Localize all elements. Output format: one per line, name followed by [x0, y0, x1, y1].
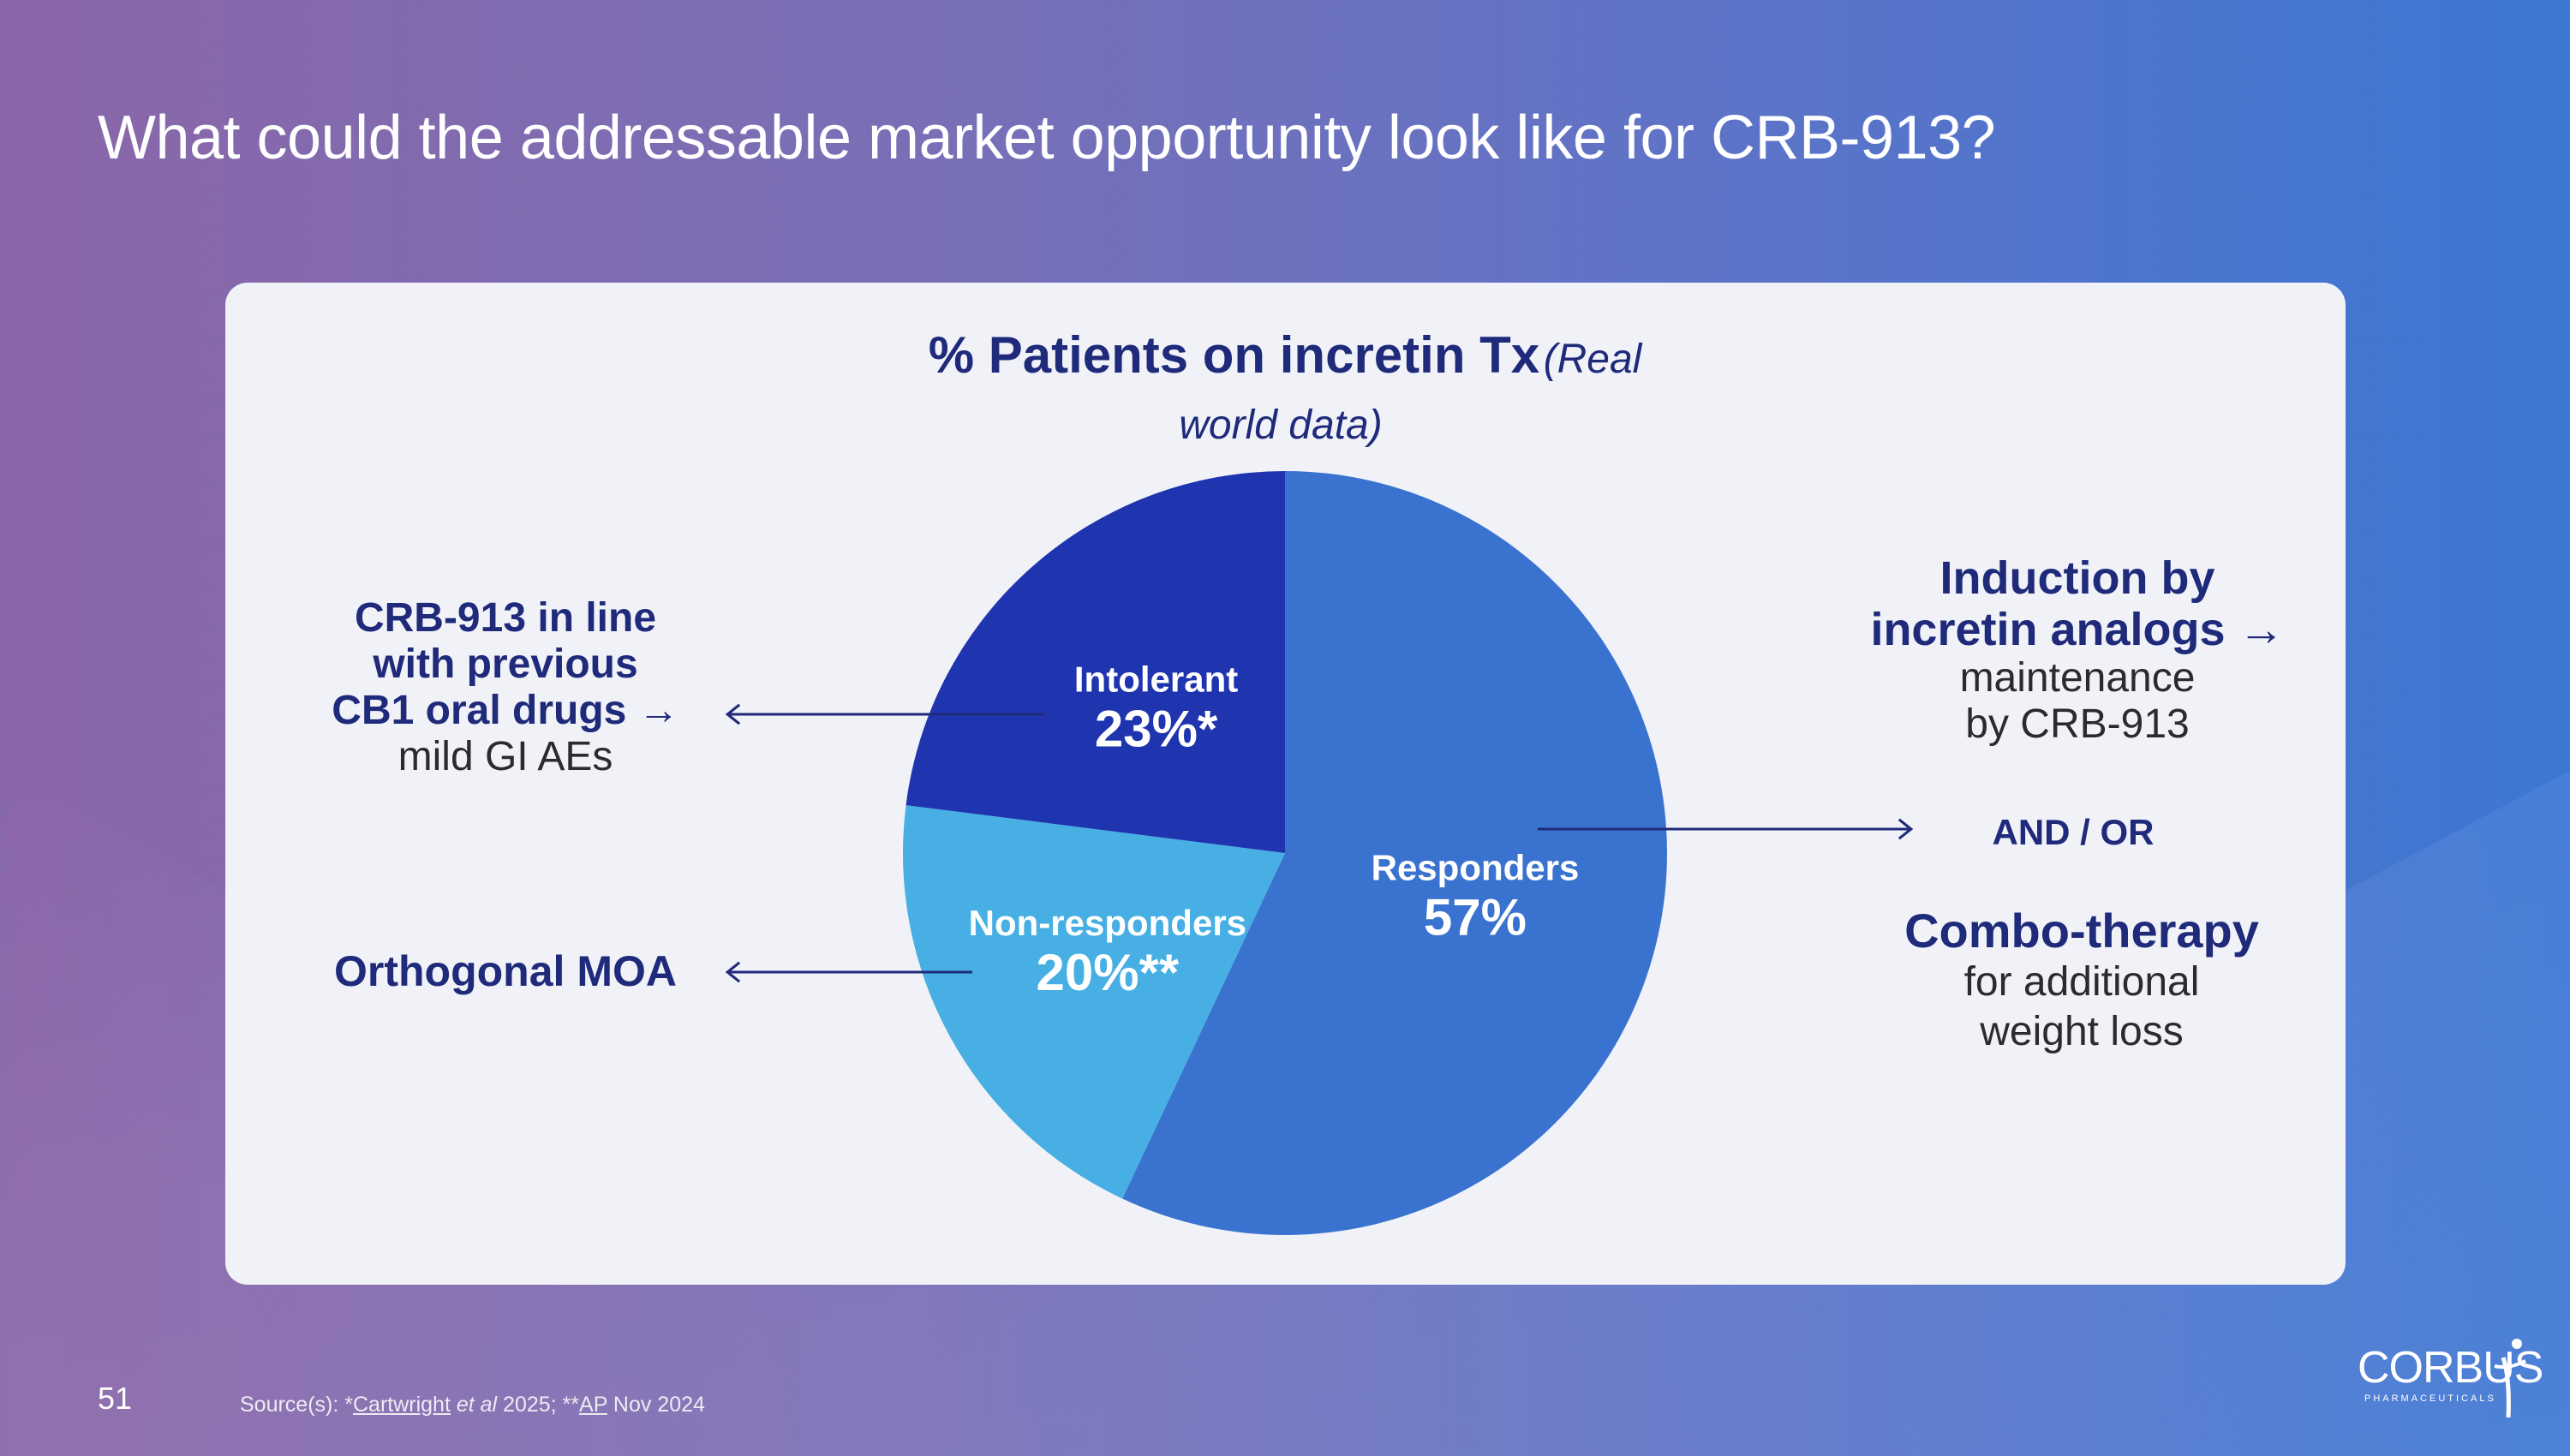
- induction-line2: incretin analogs →: [1808, 604, 2347, 655]
- slice-value-non-responders: 20%**: [1036, 944, 1179, 1001]
- chart-subtitle-part2: world data): [1179, 403, 1383, 448]
- slice-value-responders: 57%: [1424, 889, 1527, 946]
- induction-line1: Induction by: [1939, 552, 2215, 604]
- slice-label-responders: Responders: [1372, 848, 1580, 888]
- combo-line2: weight loss: [1980, 1009, 2184, 1054]
- chart-title-main: % Patients on incretin Tx: [928, 326, 1540, 384]
- pie-slice-responders: [1122, 471, 1667, 1235]
- slide-title: What could the addressable market opport…: [98, 104, 1996, 172]
- slice-label-non-responders: Non-responders: [969, 903, 1246, 943]
- page-number: 51: [98, 1381, 133, 1416]
- orthogonal-moa-label: Orthogonal MOA: [334, 947, 677, 995]
- and-or-label: AND / OR: [1992, 812, 2155, 852]
- right-annotation-combo: Combo-therapy for additional weight loss: [1825, 906, 2339, 1055]
- left-annotation-prior-cb1: CRB-913 in line with previous CB1 oral d…: [326, 595, 685, 780]
- induction-line2-text: incretin analogs: [1870, 604, 2226, 655]
- source-ref-cartwright: Cartwright: [352, 1393, 451, 1417]
- left-annotation-line1: CRB-913 in line: [354, 595, 657, 641]
- pie-slice-non-responders: [903, 805, 1285, 1199]
- combo-therapy-label: Combo-therapy: [1904, 904, 2259, 958]
- maintenance-line2: by CRB-913: [1965, 701, 2190, 747]
- logo-figure-icon: [2494, 1339, 2526, 1418]
- source-prefix: Source(s): *: [240, 1393, 353, 1417]
- source-etal: et al: [450, 1393, 498, 1417]
- arrow-right-icon: →: [2238, 604, 2285, 655]
- source-footnote: Source(s): *Cartwright et al 2025; **AP …: [240, 1393, 705, 1417]
- source-date: Nov 2024: [607, 1393, 705, 1417]
- logo-wordmark: CORBUS: [2358, 1343, 2543, 1393]
- left-annotation-gi: mild GI AEs: [397, 734, 613, 779]
- logo-subtitle: PHARMACEUTICALS: [2364, 1393, 2496, 1404]
- maintenance-line1: maintenance: [1959, 655, 2196, 701]
- corbus-logo: CORBUS PHARMACEUTICALS: [2358, 1332, 2543, 1426]
- arrow-right-icon: →: [637, 688, 679, 733]
- source-year: 2025; **: [497, 1393, 580, 1417]
- chart-subtitle-part1: (Real: [1543, 337, 1642, 382]
- pie-slice-intolerant: [905, 471, 1285, 853]
- left-annotation-line3-text: CB1 oral drugs: [332, 688, 627, 733]
- chart-title: % Patients on incretin Tx (Real world da…: [0, 327, 2570, 454]
- left-annotation-line3: CB1 oral drugs →: [326, 688, 685, 734]
- right-annotation-induction: Induction by incretin analogs → maintena…: [1808, 552, 2347, 748]
- source-ref-ap: AP: [579, 1393, 607, 1417]
- left-annotation-moa: Orthogonal MOA: [308, 946, 702, 996]
- left-annotation-line2: with previous: [373, 641, 638, 687]
- slice-value-intolerant: 23%*: [1095, 700, 1218, 757]
- slice-label-intolerant: Intolerant: [1074, 659, 1238, 699]
- combo-line1: for additional: [1963, 959, 2200, 1005]
